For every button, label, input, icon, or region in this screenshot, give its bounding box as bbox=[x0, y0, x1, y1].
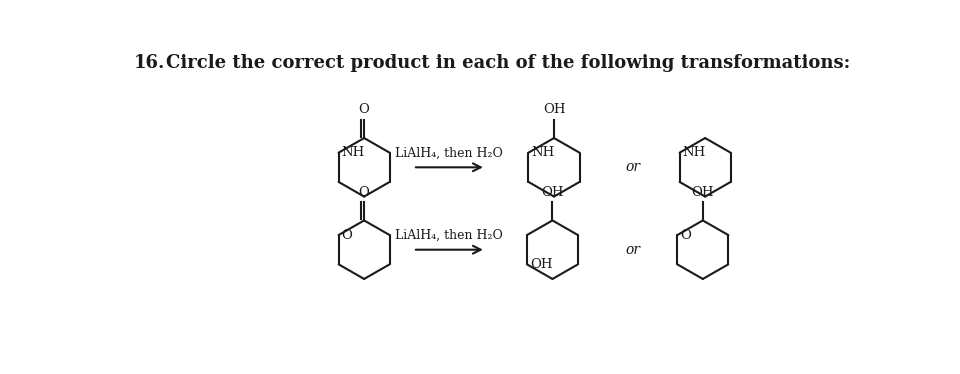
Text: O: O bbox=[681, 229, 691, 242]
Text: OH: OH bbox=[691, 186, 714, 199]
Text: NH: NH bbox=[342, 146, 365, 159]
Text: NH: NH bbox=[683, 146, 706, 159]
Text: O: O bbox=[342, 229, 352, 242]
Text: LiAlH₄, then H₂O: LiAlH₄, then H₂O bbox=[396, 147, 503, 160]
Text: Circle the correct product in each of the following transformations:: Circle the correct product in each of th… bbox=[166, 54, 851, 72]
Text: OH: OH bbox=[530, 258, 553, 271]
Text: O: O bbox=[359, 186, 370, 199]
Text: OH: OH bbox=[542, 104, 565, 116]
Text: or: or bbox=[626, 243, 640, 257]
Text: LiAlH₄, then H₂O: LiAlH₄, then H₂O bbox=[396, 229, 503, 242]
Text: or: or bbox=[626, 160, 640, 174]
Text: OH: OH bbox=[541, 186, 564, 199]
Text: NH: NH bbox=[532, 146, 555, 159]
Text: 16.: 16. bbox=[134, 54, 165, 72]
Text: O: O bbox=[359, 104, 370, 116]
